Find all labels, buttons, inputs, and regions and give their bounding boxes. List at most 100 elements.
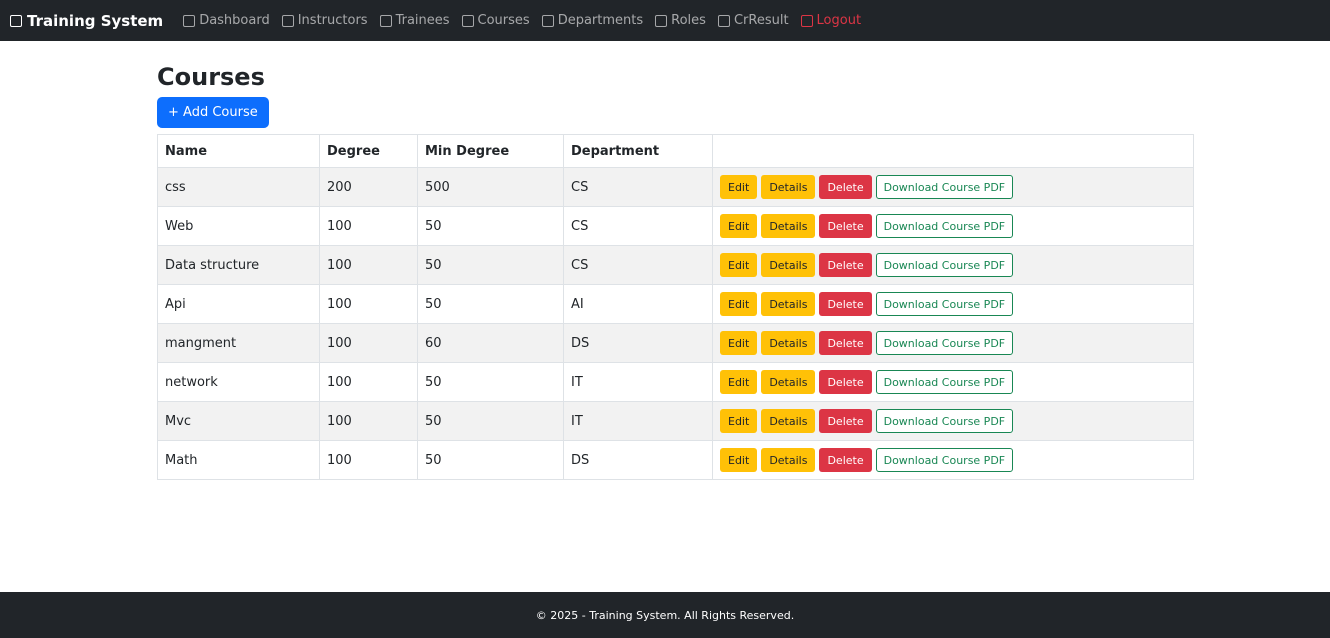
action-button[interactable]: Details	[761, 253, 816, 277]
action-button[interactable]: Edit	[720, 214, 758, 238]
nav-link[interactable]: Dashboard	[183, 13, 270, 28]
table-cell: 500	[417, 167, 564, 207]
table-cell: 50	[417, 206, 564, 246]
actions-cell: Edit Details Delete Download Course PDF	[712, 245, 1194, 285]
action-button[interactable]: Delete	[819, 175, 872, 199]
action-button[interactable]: Download Course PDF	[875, 253, 1014, 277]
action-button[interactable]: Delete	[819, 370, 872, 394]
page-title: Courses	[157, 63, 265, 91]
action-button[interactable]: Details	[761, 214, 816, 238]
table-row: mangment 100 60 DS Edit Details Delete Download…	[157, 323, 1194, 363]
nav-link-text: Roles	[671, 13, 706, 28]
footer: © 2025 - Training System. All Rights Res…	[0, 592, 1330, 638]
action-button[interactable]: Download Course PDF	[875, 409, 1014, 433]
table-cell: IT	[563, 362, 713, 402]
nav-link[interactable]: Roles	[655, 13, 706, 28]
nav-icon	[800, 14, 813, 27]
action-button[interactable]: Download Course PDF	[875, 448, 1014, 472]
action-button[interactable]: Details	[761, 331, 816, 355]
table-cell: css	[157, 167, 320, 207]
column-header: Department	[563, 134, 713, 168]
action-button[interactable]: Details	[761, 409, 816, 433]
nav-icon	[461, 14, 474, 27]
table-cell: AI	[563, 284, 713, 324]
nav-link[interactable]: Courses	[461, 13, 530, 28]
brand-text: Training System	[27, 11, 164, 30]
table-row: Data structure 100 50 CS Edit Details Delete Do…	[157, 245, 1194, 285]
action-button[interactable]: Details	[761, 448, 816, 472]
table-cell: 50	[417, 362, 564, 402]
action-button[interactable]: Details	[761, 370, 816, 394]
nav-link-text: Trainees	[395, 13, 450, 28]
table-cell: 50	[417, 401, 564, 441]
action-button[interactable]: Edit	[720, 409, 758, 433]
action-button[interactable]: Edit	[720, 292, 758, 316]
action-button[interactable]: Delete	[819, 409, 872, 433]
nav-link[interactable]: Instructors	[281, 13, 368, 28]
nav-link[interactable]: Logout	[800, 13, 862, 28]
table-cell: Api	[157, 284, 320, 324]
table-cell: DS	[563, 440, 713, 480]
table-cell: mangment	[157, 323, 320, 363]
column-header: Degree	[319, 134, 418, 168]
actions-cell: Edit Details Delete Download Course PDF	[712, 284, 1194, 324]
action-button[interactable]: Download Course PDF	[875, 370, 1014, 394]
nav-link[interactable]: CrResult	[717, 13, 789, 28]
action-button[interactable]: Delete	[819, 448, 872, 472]
table-cell: 100	[319, 206, 418, 246]
add-course-button[interactable]: + Add Course	[157, 97, 269, 128]
nav-icon	[541, 14, 554, 27]
nav-link-text: Dashboard	[199, 13, 270, 28]
action-button[interactable]: Edit	[720, 448, 758, 472]
column-header: Name	[157, 134, 320, 168]
table-cell: 100	[319, 362, 418, 402]
nav-icon	[183, 14, 196, 27]
action-button[interactable]: Delete	[819, 214, 872, 238]
table-cell: CS	[563, 206, 713, 246]
table-cell: network	[157, 362, 320, 402]
table-cell: 50	[417, 440, 564, 480]
nav-link-text: Instructors	[297, 13, 368, 28]
table-cell: 200	[319, 167, 418, 207]
action-button[interactable]: Download Course PDF	[875, 331, 1014, 355]
footer-text: © 2025 - Training System. All Rights Res…	[535, 608, 795, 622]
action-button[interactable]: Download Course PDF	[875, 175, 1014, 199]
table-cell: 100	[319, 440, 418, 480]
table-head: Name Degree Min Degree Department	[157, 134, 1194, 168]
nav-link[interactable]: Departments	[541, 13, 644, 28]
actions-cell: Edit Details Delete Download Course PDF	[712, 167, 1194, 207]
actions-cell: Edit Details Delete Download Course PDF	[712, 323, 1194, 363]
nav-link[interactable]: Trainees	[379, 13, 450, 28]
brand[interactable]: Training System	[10, 12, 163, 30]
nav-link-text: Departments	[557, 13, 644, 28]
actions-cell: Edit Details Delete Download Course PDF	[712, 401, 1194, 441]
nav-icon	[717, 14, 730, 27]
action-button[interactable]: Download Course PDF	[875, 214, 1014, 238]
table-cell: CS	[563, 245, 713, 285]
nav-icon	[379, 14, 392, 27]
table-cell: Web	[157, 206, 320, 246]
table-cell: IT	[563, 401, 713, 441]
table-cell: CS	[563, 167, 713, 207]
action-button[interactable]: Delete	[819, 292, 872, 316]
action-button[interactable]: Delete	[819, 331, 872, 355]
table-cell: 100	[319, 401, 418, 441]
table-body: css 200 500 CS Edit Details Delete Download Cou…	[157, 167, 1194, 480]
action-button[interactable]: Delete	[819, 253, 872, 277]
table-cell: 100	[319, 284, 418, 324]
action-button[interactable]: Edit	[720, 370, 758, 394]
actions-cell: Edit Details Delete Download Course PDF	[712, 206, 1194, 246]
action-button[interactable]: Edit	[720, 175, 758, 199]
nav-link-text: Logout	[816, 13, 862, 28]
action-button[interactable]: Download Course PDF	[875, 292, 1014, 316]
nav-link-text: CrResult	[733, 13, 789, 28]
table-cell: DS	[563, 323, 713, 363]
table-cell: 100	[319, 323, 418, 363]
action-button[interactable]: Details	[761, 175, 816, 199]
action-button[interactable]: Details	[761, 292, 816, 316]
table-row: Math 100 50 DS Edit Details Delete Download Cou…	[157, 440, 1194, 480]
column-header: Min Degree	[417, 134, 564, 168]
action-button[interactable]: Edit	[720, 253, 758, 277]
action-button[interactable]: Edit	[720, 331, 758, 355]
header-row: Name Degree Min Degree Department	[157, 134, 1194, 168]
